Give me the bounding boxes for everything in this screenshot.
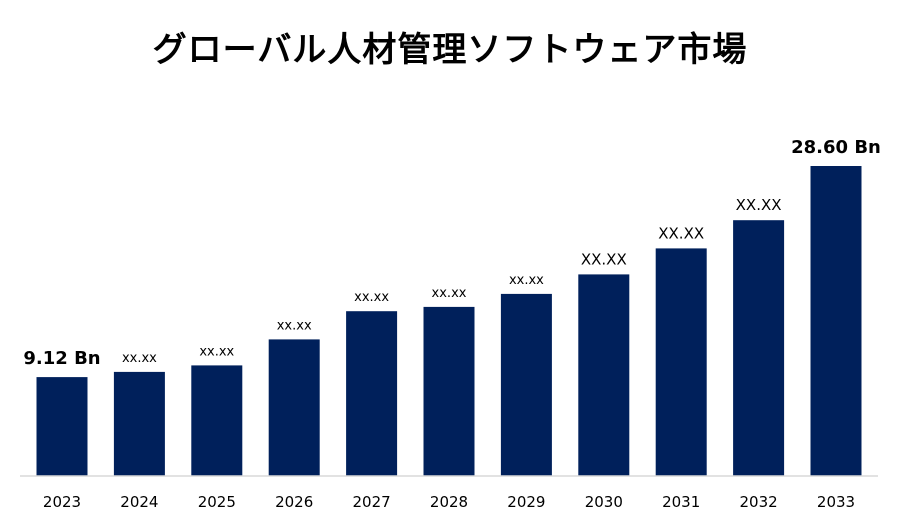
bar-2027 [346,311,398,476]
x-tick-labels-layer: 2023 2024 2025 2026 2027 2028 2029 2030 2031 2032… [43,493,855,511]
value-label-2030: XX.XX [581,250,627,268]
x-tick-label-2031: 2031 [662,493,700,511]
bars-layer [36,166,862,476]
x-tick-label-2023: 2023 [43,493,81,511]
x-tick-label-2027: 2027 [353,493,391,511]
value-label-2028: xx.xx [432,286,467,301]
chart-title: グローバル人材管理ソフトウェア市場 [152,30,748,70]
x-tick-label-2025: 2025 [198,493,236,511]
bar-2033 [810,166,862,476]
value-label-2033: 28.60 Bn [791,137,881,158]
value-label-2025: xx.xx [199,344,234,359]
value-label-2024: xx.xx [122,351,157,366]
bar-2030 [578,274,630,476]
bar-2028 [423,306,475,476]
value-label-2023: 9.12 Bn [23,348,100,369]
bar-2023 [36,377,88,476]
bar-2032 [733,220,785,476]
x-tick-label-2032: 2032 [740,493,778,511]
x-tick-label-2030: 2030 [585,493,623,511]
bar-2024 [113,371,165,476]
value-labels-layer: 9.12 Bn xx.xx xx.xx xx.xx xx.xx xx.xx xx.xx XX.… [23,137,880,369]
value-label-2031: XX.XX [658,224,704,242]
bar-2025 [191,365,243,476]
value-label-2029: xx.xx [509,273,544,288]
bar-2026 [268,339,320,476]
x-tick-label-2028: 2028 [430,493,468,511]
x-tick-label-2026: 2026 [275,493,313,511]
bar-2031 [655,248,707,476]
value-label-2032: XX.XX [736,196,782,214]
x-tick-label-2029: 2029 [507,493,545,511]
x-tick-label-2024: 2024 [120,493,158,511]
value-label-2027: xx.xx [354,290,389,305]
x-tick-label-2033: 2033 [817,493,855,511]
bar-2029 [500,293,552,476]
value-label-2026: xx.xx [277,318,312,333]
